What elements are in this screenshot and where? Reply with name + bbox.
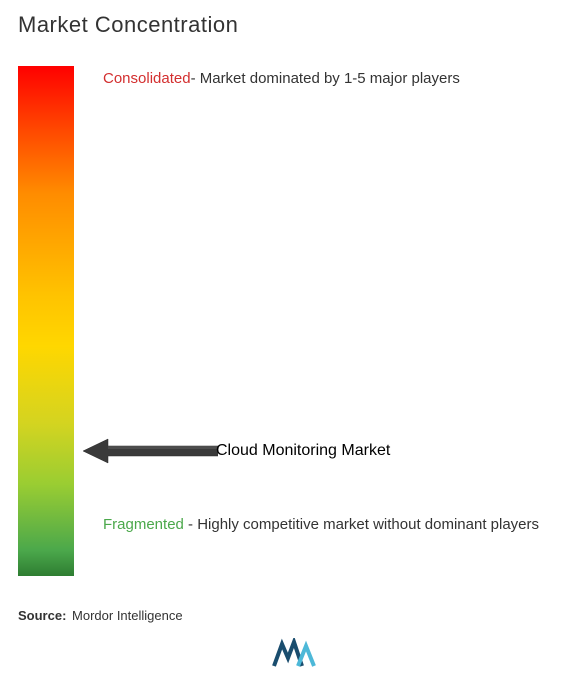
- arrow-left-icon: [83, 436, 218, 466]
- source-value: Mordor Intelligence: [72, 608, 183, 623]
- consolidated-description: - Market dominated by 1-5 major players: [191, 70, 460, 87]
- consolidated-marker: Consolidated- Market dominated by 1-5 ma…: [103, 68, 460, 89]
- page-title: Market Concentration: [18, 12, 569, 38]
- fragmented-marker: Fragmented - Highly competitive market w…: [103, 511, 549, 538]
- mordor-logo: [272, 638, 316, 675]
- source-attribution: Source: Mordor Intelligence: [18, 608, 183, 623]
- fragmented-description: - Highly competitive market without domi…: [184, 516, 539, 533]
- market-position-marker: Cloud Monitoring Market: [83, 436, 390, 466]
- consolidated-term: Consolidated: [103, 70, 191, 87]
- concentration-gradient-bar: [18, 66, 74, 576]
- logo-icon: [272, 638, 316, 670]
- source-label: Source:: [18, 608, 66, 623]
- fragmented-term: Fragmented: [103, 516, 184, 533]
- concentration-diagram: Consolidated- Market dominated by 1-5 ma…: [18, 66, 569, 596]
- market-name-label: Cloud Monitoring Market: [216, 442, 390, 460]
